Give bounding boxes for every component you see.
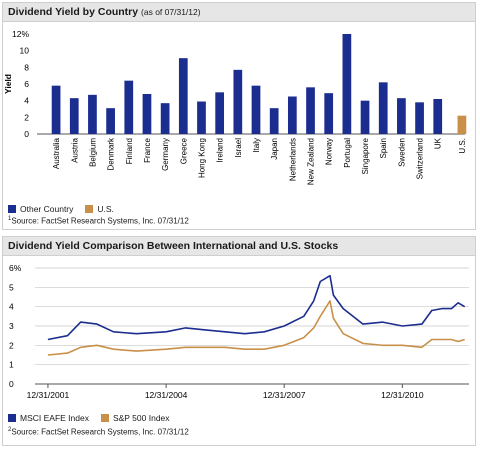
x-tick-label: 12/31/2010	[381, 390, 424, 400]
x-tick-label: Belgium	[88, 138, 97, 167]
sp-500-line	[47, 300, 465, 356]
x-tick-label: Greece	[179, 137, 188, 164]
y-axis-label: Yield	[3, 74, 13, 94]
x-tick-label: New Zealand	[307, 138, 316, 185]
legend-other-label: Other Country	[20, 204, 74, 214]
legend-other-swatch	[8, 205, 16, 213]
bar-portugal	[342, 34, 352, 134]
x-tick-label: Finland	[125, 138, 134, 164]
chart2-source-text: Source: FactSet Research Systems, Inc. 0…	[11, 427, 189, 437]
y-tick-label: 2	[9, 340, 14, 350]
bar-switzerland	[415, 102, 424, 134]
chart2-source-mark: 2	[8, 427, 12, 433]
x-tick-label: Singapore	[361, 137, 370, 174]
bar-japan	[269, 108, 279, 134]
bar-u-s	[457, 115, 467, 134]
chart1-title-bar: Dividend Yield by Country (as of 07/31/1…	[3, 3, 475, 22]
chart1-title: Dividend Yield by Country	[8, 6, 139, 18]
bar-denmark	[106, 108, 115, 134]
msci-eafe-line	[47, 274, 466, 341]
x-tick-label: UK	[434, 137, 443, 149]
bar-greece	[178, 58, 188, 134]
x-tick-label: U.S.	[458, 138, 467, 154]
dividend-by-country-panel: Dividend Yield by Country (as of 07/31/1…	[2, 2, 476, 230]
bar-hong-kong	[197, 101, 206, 134]
y-tick-label: 0	[24, 129, 29, 139]
bar-italy	[251, 85, 261, 134]
y-tick-label: 1	[9, 360, 14, 370]
bar-netherlands	[287, 96, 297, 134]
x-tick-label: Netherlands	[288, 138, 297, 181]
bar-uk	[433, 99, 443, 134]
x-tick-label: 12/31/2007	[263, 390, 306, 400]
chart2-plot: 0 1 2 3 4 5 6% 12/31/2001 12/31/2004 12/31/2007 12…	[9, 263, 469, 400]
x-tick-label: 12/31/2004	[145, 390, 188, 400]
legend-msci-label: MSCI EAFE Index	[20, 413, 89, 423]
chart1-subtitle: (as of 07/31/12)	[141, 7, 201, 17]
y-tick-label: 2	[24, 112, 29, 122]
x-tick-label: Spain	[379, 138, 388, 158]
y-tick-label: 10	[20, 46, 30, 56]
y-tick-label: 12%	[12, 29, 29, 39]
x-tick-label: Italy	[252, 138, 261, 153]
bar-australia	[51, 85, 61, 134]
bar-austria	[69, 98, 79, 134]
x-tick-label: France	[143, 137, 152, 162]
x-tick-label: 12/31/2001	[27, 390, 70, 400]
chart1-plot: 0 2 4 6 8 10 12% Yield Australia Austria Belgium De…	[3, 29, 467, 185]
legend-us-label: U.S.	[97, 204, 114, 214]
bar-belgium	[88, 94, 97, 134]
legend-sp-label: S&P 500 Index	[112, 413, 170, 423]
x-tick-label: Denmark	[107, 137, 116, 170]
legend-msci-swatch	[8, 414, 16, 422]
chart2-legend: MSCI EAFE Index S&P 500 Index	[8, 413, 170, 423]
x-tick-label: Switzerland	[416, 138, 425, 179]
x-tick-label: Portugal	[343, 138, 352, 168]
bar-germany	[160, 103, 170, 134]
legend-us-swatch	[85, 205, 94, 213]
chart1-source: 1Source: FactSet Research Systems, Inc. …	[8, 216, 189, 226]
bar-spain	[378, 82, 388, 134]
bar-new-zealand	[306, 87, 315, 134]
chart1-source-text: Source: FactSet Research Systems, Inc. 0…	[11, 216, 189, 226]
y-tick-label: 8	[24, 62, 29, 72]
x-tick-label: Germany	[161, 138, 170, 171]
x-tick-label: Hong Kong	[197, 138, 206, 178]
x-tick-label: Japan	[270, 138, 279, 160]
y-tick-label: 6%	[9, 263, 22, 273]
x-tick-label: Australia	[52, 137, 61, 169]
bar-finland	[124, 80, 134, 134]
bar-singapore	[360, 100, 370, 134]
legend-sp-swatch	[100, 414, 109, 422]
bar-sweden	[397, 98, 406, 134]
chart2-title-bar: Dividend Yield Comparison Between Intern…	[3, 237, 475, 256]
bar-israel	[233, 69, 243, 134]
y-tick-label: 3	[9, 321, 14, 331]
bar-ireland	[215, 92, 225, 134]
chart2-title: Dividend Yield Comparison Between Intern…	[8, 240, 339, 252]
bar-france	[142, 94, 152, 134]
chart2-source: 2Source: FactSet Research Systems, Inc. …	[8, 427, 189, 437]
y-tick-label: 6	[24, 79, 29, 89]
bar-norway	[324, 93, 334, 134]
chart1-source-mark: 1	[8, 216, 12, 222]
yield-comparison-panel: Dividend Yield Comparison Between Intern…	[2, 236, 476, 446]
x-tick-label: Sweden	[397, 138, 406, 167]
x-tick-label: Ireland	[216, 138, 225, 162]
x-tick-label: Austria	[70, 137, 79, 162]
chart1-legend: Other Country U.S.	[8, 204, 114, 214]
y-tick-label: 0	[9, 379, 14, 389]
x-tick-label: Norway	[325, 138, 334, 165]
y-tick-label: 5	[9, 282, 14, 292]
x-tick-label: Israel	[234, 138, 243, 158]
y-tick-label: 4	[24, 96, 29, 106]
y-tick-label: 4	[9, 302, 14, 312]
